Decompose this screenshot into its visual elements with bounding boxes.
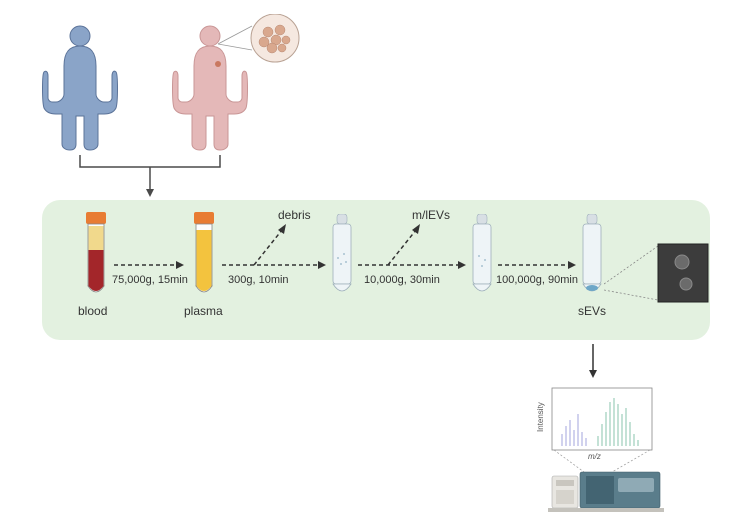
tumor-inset [218, 14, 308, 74]
arrow-step2 [222, 218, 330, 272]
arrow-step3 [358, 218, 470, 272]
blood-label: blood [78, 304, 107, 318]
step2-label: 300g, 10min [228, 274, 289, 286]
arrow-to-ms [586, 344, 600, 380]
healthy-figure [40, 22, 120, 152]
ms-instrument [548, 466, 668, 514]
arrow-step1 [114, 258, 186, 272]
arrow-step4 [498, 258, 578, 272]
step4-label: 100,000g, 90min [496, 274, 578, 286]
em-inset [604, 240, 710, 314]
clear-tube-2 [470, 214, 494, 298]
sev-tube [580, 214, 604, 298]
step3-label: 10,000g, 30min [364, 274, 440, 286]
mlev-label: m/lEVs [412, 208, 450, 222]
step1-label: 75,000g, 15min [112, 274, 188, 286]
plasma-label: plasma [184, 304, 223, 318]
sev-label: sEVs [578, 304, 606, 318]
clear-tube-1 [330, 214, 354, 298]
debris-label: debris [278, 208, 311, 222]
blood-tube [82, 212, 110, 298]
plasma-tube [190, 212, 218, 298]
ms-ylabel: Intensity [536, 402, 545, 432]
bracket-arrow [60, 155, 240, 205]
